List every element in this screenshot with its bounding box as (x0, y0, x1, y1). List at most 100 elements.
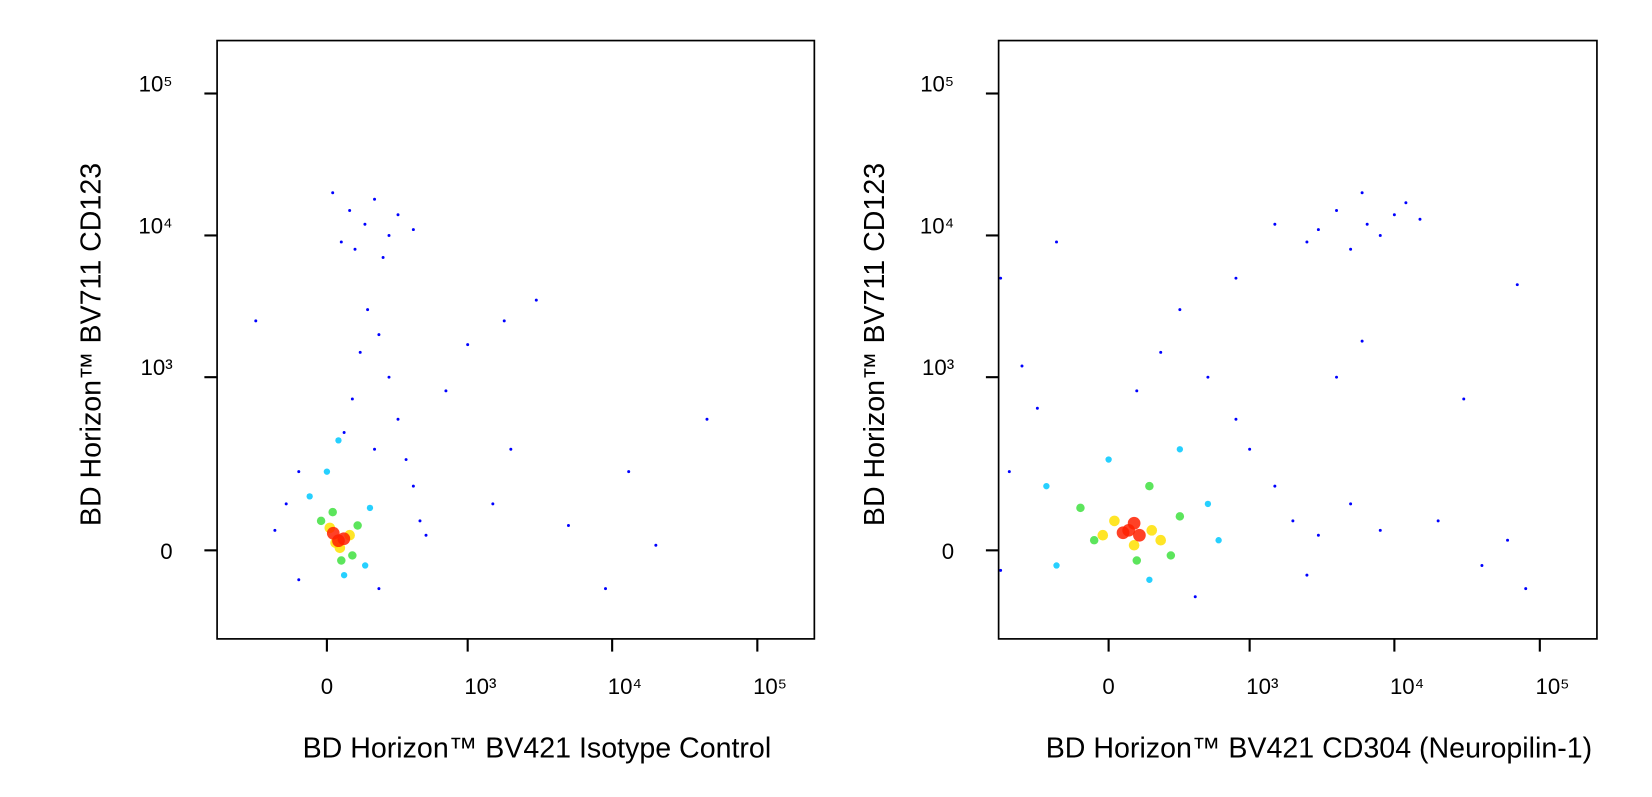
point (377, 587, 381, 591)
point (1105, 456, 1112, 463)
point (1204, 500, 1212, 508)
point (534, 298, 538, 302)
point (411, 228, 415, 232)
point (273, 528, 277, 532)
point (1305, 240, 1309, 244)
point (1436, 519, 1440, 523)
point (1135, 389, 1139, 393)
y-tick-label: 10⁵ (139, 71, 173, 96)
point (1193, 595, 1197, 599)
point (363, 222, 367, 226)
y-tick-label: 10⁴ (920, 213, 954, 238)
point (1365, 222, 1369, 226)
plot (999, 191, 1528, 599)
x-axis-title: BD Horizon™ BV421 Isotype Control (303, 732, 772, 764)
y-tick-label: 10⁴ (138, 213, 172, 238)
point (396, 213, 400, 217)
point (353, 247, 357, 251)
point (373, 197, 377, 201)
x-tick-label: 10³ (1246, 674, 1278, 699)
point (1166, 551, 1176, 560)
x-axis-title: BD Horizon™ BV421 CD304 (Neuropilin-1) (1046, 732, 1592, 764)
point (1206, 375, 1210, 379)
point (999, 568, 1003, 572)
point (1178, 308, 1182, 312)
point (1020, 364, 1024, 368)
point (1360, 191, 1364, 195)
point (366, 308, 370, 312)
point (331, 191, 335, 195)
point (348, 551, 357, 560)
point (1349, 247, 1353, 251)
point (373, 447, 377, 451)
point (1273, 484, 1277, 488)
point (1146, 525, 1158, 536)
point (604, 587, 607, 591)
point (502, 319, 506, 323)
point (1316, 228, 1320, 232)
point (362, 562, 369, 569)
point (1159, 350, 1163, 354)
plot-frame (216, 39, 816, 640)
point (1248, 447, 1252, 451)
point (1146, 576, 1153, 583)
y-axis-title: BD Horizon™ BV711 CD123 (76, 163, 108, 526)
point (1128, 539, 1140, 551)
y-axis-title: BD Horizon™ BV711 CD123 (859, 163, 891, 526)
point (1360, 339, 1364, 343)
x-tick-label: 10³ (464, 674, 496, 699)
point (1097, 529, 1109, 541)
point (466, 343, 470, 347)
x-tick-label: 10⁴ (1390, 674, 1424, 699)
point (1506, 538, 1510, 542)
point (404, 458, 408, 462)
point (444, 389, 448, 393)
y-tick-label: 0 (160, 539, 172, 564)
point (1132, 556, 1142, 565)
x-tick-label: 10⁵ (1536, 674, 1570, 699)
point (1116, 526, 1130, 540)
plot-frame (997, 39, 1598, 640)
x-tick-label: 10⁵ (753, 674, 787, 699)
point (705, 417, 709, 421)
point (1515, 283, 1519, 287)
point (627, 470, 631, 474)
point (1316, 533, 1320, 537)
point (1109, 515, 1120, 527)
point (1462, 397, 1466, 401)
point (654, 543, 658, 547)
point (358, 350, 362, 354)
point (332, 534, 345, 548)
point (297, 470, 301, 474)
point (377, 333, 381, 337)
point (387, 375, 391, 379)
point (340, 571, 348, 579)
point (1215, 537, 1222, 544)
point (1175, 512, 1185, 521)
point (366, 504, 374, 512)
point (1305, 573, 1309, 577)
point (1378, 233, 1382, 237)
point (509, 447, 513, 451)
point (1089, 535, 1099, 545)
point (1055, 240, 1058, 244)
point (316, 516, 326, 526)
point (1349, 502, 1353, 506)
point (1335, 208, 1339, 212)
point (1234, 276, 1238, 280)
point (1404, 201, 1408, 205)
point (387, 233, 391, 237)
y-tick-label: 10⁵ (920, 71, 954, 96)
point (1524, 587, 1528, 591)
point (348, 208, 352, 212)
point (1176, 446, 1184, 453)
x-tick-label: 0 (321, 674, 333, 699)
point (353, 521, 362, 530)
plot (254, 191, 709, 591)
point (999, 276, 1003, 280)
point (323, 468, 331, 475)
point (1418, 217, 1422, 221)
point (424, 533, 428, 537)
